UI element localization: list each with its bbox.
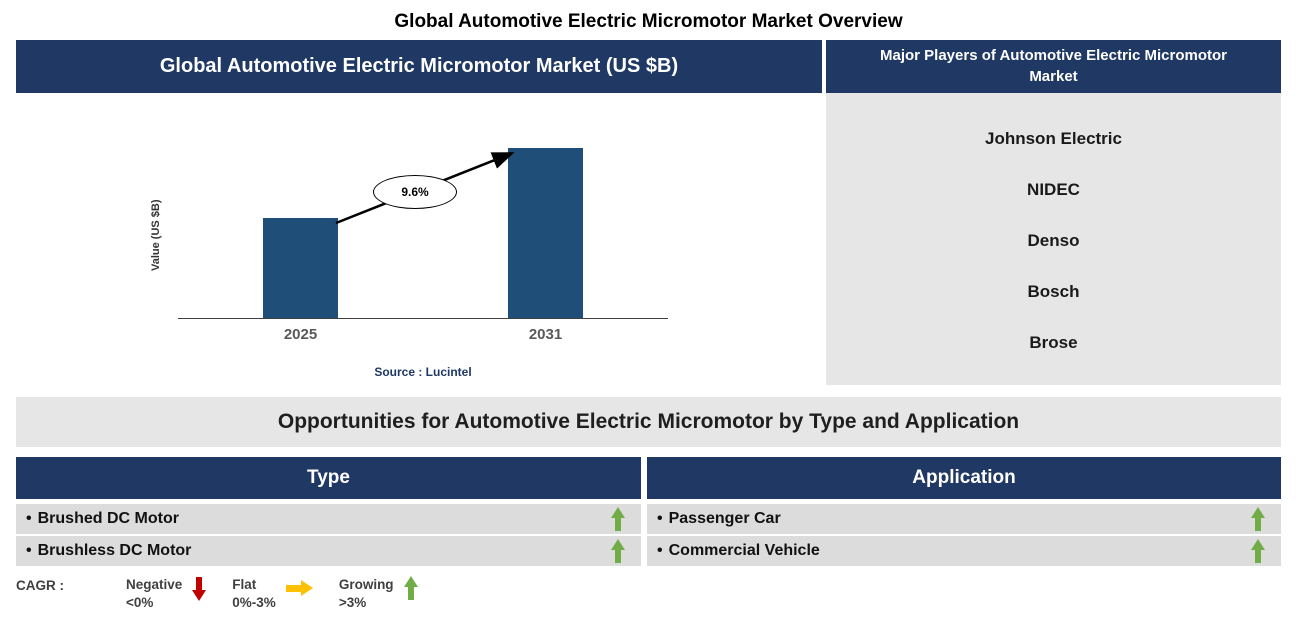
cagr-value: 9.6% bbox=[401, 185, 429, 199]
cagr-legend-label: CAGR : bbox=[16, 578, 64, 593]
legend-name: Flat bbox=[232, 577, 257, 592]
table-row: • Commercial Vehicle bbox=[647, 536, 1281, 566]
market-chart-panel: Global Automotive Electric Micromotor Ma… bbox=[16, 40, 822, 385]
up-arrow-icon bbox=[1251, 506, 1265, 532]
y-axis-label: Value (US $B) bbox=[150, 199, 162, 271]
legend-range: 0%-3% bbox=[232, 595, 276, 611]
legend-range: >3% bbox=[338, 595, 367, 611]
market-chart-header: Global Automotive Electric Micromotor Ma… bbox=[16, 40, 822, 93]
legend-item-negative: Negative <0% bbox=[126, 576, 207, 612]
cagr-legend: CAGR : Negative <0% Flat 0%-3% Growing >… bbox=[16, 576, 1281, 612]
page-title: Global Automotive Electric Micromotor Ma… bbox=[394, 11, 903, 32]
top-panels: Global Automotive Electric Micromotor Ma… bbox=[16, 40, 1281, 385]
table-row: • Passenger Car bbox=[647, 504, 1281, 534]
legend-range: <0% bbox=[126, 595, 154, 611]
bullet: • bbox=[26, 542, 32, 559]
bullet: • bbox=[26, 510, 32, 527]
up-arrow-icon bbox=[403, 576, 418, 601]
opportunities-title: Opportunities for Automotive Electric Mi… bbox=[16, 397, 1281, 447]
bar-chart-plot bbox=[178, 148, 668, 318]
type-table-header: Type bbox=[16, 457, 641, 499]
row-label: Brushed DC Motor bbox=[37, 510, 179, 527]
player-name: Johnson Electric bbox=[985, 128, 1122, 148]
legend-name: Growing bbox=[338, 577, 394, 592]
legend-text: Negative <0% bbox=[126, 576, 182, 612]
application-table-header: Application bbox=[647, 457, 1281, 499]
legend-text: Flat 0%-3% bbox=[232, 576, 276, 612]
right-arrow-icon bbox=[285, 580, 313, 597]
x-tick-2031: 2031 bbox=[528, 326, 563, 343]
player-name: Denso bbox=[1027, 230, 1080, 250]
legend-text: Growing >3% bbox=[339, 576, 394, 612]
cagr-badge: 9.6% bbox=[373, 175, 457, 209]
application-table: Application • Passenger Car • Commercial… bbox=[647, 457, 1281, 568]
x-axis-line bbox=[178, 318, 668, 319]
major-players-panel: Major Players of Automotive Electric Mic… bbox=[826, 40, 1281, 385]
bar-chart: Value (US $B) 9.6% bbox=[16, 93, 822, 385]
up-arrow-icon bbox=[611, 538, 625, 564]
table-row: • Brushless DC Motor bbox=[16, 536, 641, 566]
row-label: Brushless DC Motor bbox=[37, 542, 192, 559]
x-tick-2025: 2025 bbox=[283, 326, 318, 343]
row-label: Passenger Car bbox=[668, 510, 781, 527]
row-label: Commercial Vehicle bbox=[668, 542, 820, 559]
type-table: Type • Brushed DC Motor • Brushless DC M… bbox=[16, 457, 641, 568]
player-name: Bosch bbox=[1027, 282, 1080, 302]
player-name: Brose bbox=[1029, 333, 1078, 353]
legend-item-flat: Flat 0%-3% bbox=[232, 576, 313, 612]
bar-2025 bbox=[263, 217, 338, 318]
source-note: Source : Lucintel bbox=[374, 365, 472, 379]
down-arrow-icon bbox=[192, 576, 207, 601]
bullet: • bbox=[657, 542, 663, 559]
bar-2031 bbox=[508, 148, 583, 318]
up-arrow-icon bbox=[1251, 538, 1265, 564]
application-table-rows: • Passenger Car • Commercial Vehicle bbox=[647, 504, 1281, 568]
major-players-header: Major Players of Automotive Electric Mic… bbox=[826, 40, 1281, 93]
report-overview: Global Automotive Electric Micromotor Ma… bbox=[16, 11, 1281, 612]
legend-item-growing: Growing >3% bbox=[339, 576, 418, 612]
player-name: NIDEC bbox=[1027, 179, 1080, 199]
opportunity-tables: Type • Brushed DC Motor • Brushless DC M… bbox=[16, 457, 1281, 568]
major-players-list: Johnson Electric NIDEC Denso Bosch Brose bbox=[826, 93, 1281, 385]
type-table-rows: • Brushed DC Motor • Brushless DC Motor bbox=[16, 504, 641, 568]
table-row: • Brushed DC Motor bbox=[16, 504, 641, 534]
up-arrow-icon bbox=[611, 506, 625, 532]
legend-name: Negative bbox=[126, 577, 183, 592]
bullet: • bbox=[657, 510, 663, 527]
